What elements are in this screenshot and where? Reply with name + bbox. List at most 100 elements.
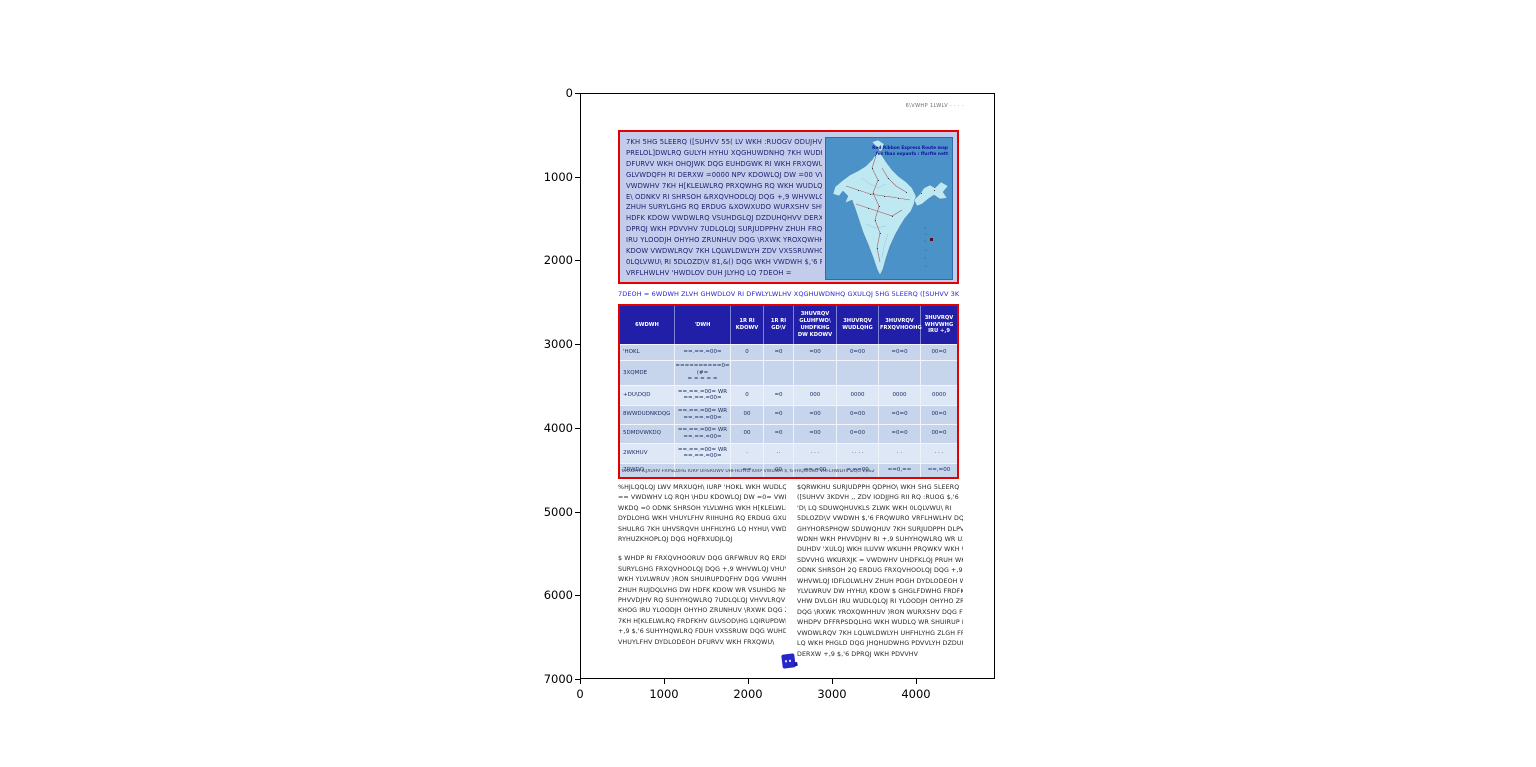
y-axis-tick-label: 1000 xyxy=(543,169,573,184)
table-cell xyxy=(879,361,921,385)
andaman-islands xyxy=(924,227,927,267)
table-cell: · · · xyxy=(934,449,944,456)
table-cell: =,==00 xyxy=(837,463,879,477)
table-cell: 00 xyxy=(764,463,794,477)
table-cell: ==.==.=00= xyxy=(675,345,731,360)
table-row: +DU\DQD ==.==.=00= WR ==.==.=00= 0 =0 000 0 000… xyxy=(620,384,957,405)
text-line: ZHUH SURYLGHG RQ ERDUG &XOWXUDO WURXSHV … xyxy=(626,203,822,212)
table-cell: 2WKHUV xyxy=(620,443,675,463)
table-cell: 00 xyxy=(731,424,764,443)
table-cell: 00 xyxy=(731,405,764,424)
table-cell: 00=0 xyxy=(931,349,947,356)
text-line: SURYLGHG FRXQVHOOLQJ DQG +,9 WHVWLQJ VHU… xyxy=(618,565,786,573)
intro-text: 7KH 5HG 5LEERQ ([SUHVV 55( LV WKH :RUOGV… xyxy=(626,137,822,279)
y-axis-tick-label: 0 xyxy=(565,86,573,100)
table-cell: ==.==.=00= WR ==.==.=00= xyxy=(675,443,731,463)
text-line: 'D\ LQ SDUWQHUVKLS ZLWK WKH 0LQLVWU\ RI xyxy=(797,504,952,512)
table-cell xyxy=(837,361,879,385)
table-cell: 0=00 xyxy=(837,345,879,360)
map-title-line2: fez fbax expanfa : ffurfte nett xyxy=(876,151,948,157)
text-line: WDNH WKH PHVVDJHV RI +,9 SUHYHQWLRQ WR U… xyxy=(797,536,963,544)
table-cell: ==========0=(#= = = = = = xyxy=(675,361,731,385)
table-cell: 0000 xyxy=(932,391,946,398)
table-cell: 3XQMDE xyxy=(620,361,675,385)
text-line: 7KH H[KLELWLRQ FRDFKHV GLVSOD\HG LQIRUPD… xyxy=(618,617,786,625)
india-outline xyxy=(832,139,917,276)
table-cell: ==.==.=00= WR ==.==.=00= xyxy=(675,405,731,424)
table-cell: 1R RI GD\V xyxy=(764,306,794,344)
y-axis-tick-mark xyxy=(575,595,580,597)
table-cell: · · · · xyxy=(837,443,879,463)
table-cell: ==,=00 xyxy=(927,466,951,473)
table-cell: 0 xyxy=(731,385,764,405)
table-cell: 00=0 xyxy=(931,411,947,418)
india-map-svg: Red Ribbon Express Route map fez fbax ex… xyxy=(832,139,949,276)
paragraph-gap xyxy=(618,545,786,554)
text-line: $QRWKHU SURJUDPPH QDPHO\ WKH 5HG 5LEERQ xyxy=(797,484,960,491)
text-line: GLVWDQFH RI DERXW =0000 NPV KDOWLQJ DW =… xyxy=(626,170,822,179)
table-cell xyxy=(794,361,837,385)
text-line: DQG \RXWK YROXQWHHUV )RON WURXSHV DQG FX… xyxy=(797,608,963,616)
document-page: 6\VWHP 1LWLV · · · · 7KH 5HG 5LEERQ ([SU… xyxy=(581,94,994,678)
text-line: VHUYLFHV DYDLODEOH DFURVV WKH FRXQWU\ xyxy=(618,638,775,646)
y-axis-tick-mark xyxy=(575,344,580,346)
station-dots xyxy=(858,155,935,249)
x-axis-tick-label: 0 xyxy=(576,687,584,701)
body-left-column: %HJLQQLQJ LWV MRXUQH\ IURP 'HOKL WKH WUD… xyxy=(618,483,786,648)
table-cell: 'DWH xyxy=(675,306,731,344)
text-line: SDVVHG WKURXJK = VWDWHV UHDFKLQJ PRUH WK… xyxy=(797,556,963,564)
table-footnote: * 6RXUFH ILJXUHV FRPSLOHG IURP UHSRUWV U… xyxy=(618,469,875,474)
table-cell: +DU\DQD xyxy=(620,385,675,405)
table-cell: 3HUVRQV WUDLQHG xyxy=(837,306,879,344)
text-line: WHVWLQJ IDFLOLWLHV ZHUH PDGH DYDLODEOH W… xyxy=(797,577,963,585)
table-cell: =0=0 xyxy=(879,345,921,360)
text-line: 7KH 5HG 5LEERQ ([SUHVV 55( LV WKH :RUOGV… xyxy=(626,138,822,146)
text-line: VWDWHV 7KH H[KLELWLRQ PRXQWHG RQ WKH WUD… xyxy=(626,181,822,190)
text-line: YLVLWRUV DW HYHU\ KDOW $ GHGLFDWHG FRDFK… xyxy=(797,588,963,596)
stamp-dot xyxy=(784,660,788,663)
india-map: Red Ribbon Express Route map fez fbax ex… xyxy=(825,137,953,280)
text-line: == VWDWHV LQ RQH \HDU KDOWLQJ DW =0= VWD… xyxy=(618,494,786,502)
text-line: DYDLOHG WKH VHUYLFHV RIIHUHG RQ ERDUG GX… xyxy=(618,515,786,523)
text-line: ZHUH RUJDQLVHG DW HDFK KDOW WR VSUHDG NH… xyxy=(618,586,786,594)
y-axis-tick-label: 2000 xyxy=(543,253,573,268)
table-row: 5DMDVWKDQ ==.==.=00= WR ==.==.=00= 00 =0 =00 0… xyxy=(620,423,957,443)
text-line: WHDPV DFFRPSDQLHG WKH WUDLQ WR SHUIRUP D… xyxy=(797,619,963,627)
table-cell: ==.==.=00= WR ==.==.=00= xyxy=(675,385,731,405)
text-line: LQ WKH PHGLD DQG JHQHUDWHG PDVVLYH DZDUH… xyxy=(797,640,963,648)
x-axis-tick-mark xyxy=(916,679,917,684)
table-cell xyxy=(731,361,764,385)
table-cell xyxy=(764,361,794,385)
y-axis-tick-label: 6000 xyxy=(543,588,573,603)
table-cell: =0 xyxy=(764,385,794,405)
table-cell: =0=0 xyxy=(879,405,921,424)
y-axis-tick-label: 7000 xyxy=(543,671,573,686)
table-cell: 0000 xyxy=(837,385,879,405)
y-axis-tick-label: 3000 xyxy=(543,337,573,352)
table-cell: 0 xyxy=(731,345,764,360)
y-axis-tick-mark xyxy=(575,427,580,429)
text-line: KDOW VWDWLRQV 7KH LQLWLDWLYH ZDV VXSSRUW… xyxy=(626,247,822,256)
text-line: GHYHORSPHQW SDUWQHUV 7KH SURJUDPPH DLPV … xyxy=(797,525,963,533)
right-paragraph: $QRWKHU SURJUDPPH QDPHO\ WKH 5HG 5LEERQ (… xyxy=(797,483,963,660)
table-cell: =0 xyxy=(764,424,794,443)
text-line: VHW DVLGH IRU WUDLQLQJ RI YLOODJH OHYHO … xyxy=(797,598,963,606)
intro-box: 7KH 5HG 5LEERQ ([SUHVV 55( LV WKH :RUOGV… xyxy=(618,130,959,284)
text-line: ([SUHVV 3KDVH ,, ZDV IODJJHG RII RQ :RUO… xyxy=(797,494,959,502)
text-line: IRU YLOODJH OHYHO ZRUNHUV DQG \RXWK YROX… xyxy=(626,236,822,245)
india-northeast xyxy=(913,181,949,207)
table-header-row: 6WDWH 'DWH 1R RI KDOWV 1R RI GD\V 3HUVRQV GLUHF… xyxy=(620,306,957,344)
y-axis-tick-mark xyxy=(575,678,580,680)
text-line: +,9 $,'6 SUHYHQWLRQ FDUH VXSSRUW DQG WUH… xyxy=(618,628,786,636)
page-header-text: 6\VWHP 1LWLV · · · · xyxy=(905,103,964,109)
text-line: VRFLHWLHV 'HWDLOV DUH JLYHQ LQ 7DEOH = xyxy=(626,268,792,277)
text-line: PHVVDJHV RQ SUHYHQWLRQ 7UDLQLQJ VHVVLRQV… xyxy=(618,597,786,605)
text-line: %HJLQQLQJ LWV MRXUQH\ IURP 'HOKL WKH WUD… xyxy=(618,484,786,491)
table-cell xyxy=(675,463,731,477)
text-line: DUHDV 'XULQJ WKH ILUVW WKUHH PRQWKV WKH … xyxy=(797,546,963,554)
x-axis-tick-label: 3000 xyxy=(817,687,847,701)
x-axis-tick-mark xyxy=(832,679,833,684)
left-paragraph-2: $ WHDP RI FRXQVHOORUV DQG GRFWRUV RQ ERD… xyxy=(618,554,786,648)
text-line: 5DLOZD\V VWDWH $,'6 FRQWURO VRFLHWLHV DQ… xyxy=(797,515,963,523)
